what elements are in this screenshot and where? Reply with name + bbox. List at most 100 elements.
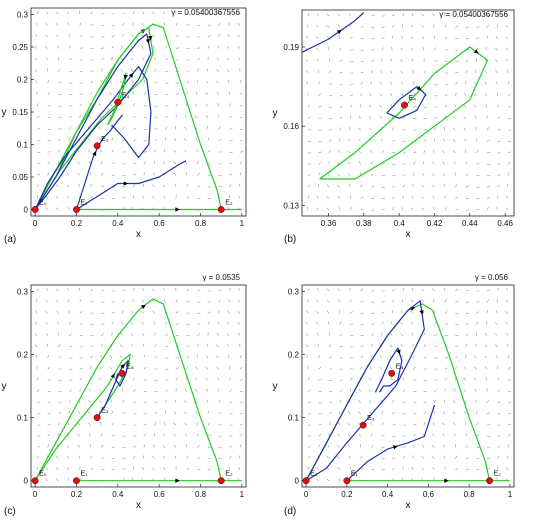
vector-arrow: [474, 355, 477, 359]
vector-arrow: [350, 323, 354, 325]
vector-arrow: [360, 184, 363, 188]
vector-arrow: [197, 323, 201, 325]
vector-arrow: [432, 466, 435, 470]
vector-arrow: [369, 366, 372, 370]
vector-arrow: [506, 12, 509, 17]
vector-arrow: [58, 81, 62, 84]
vector-arrow: [465, 323, 470, 325]
vector-arrow: [98, 400, 102, 403]
vector-arrow: [389, 70, 393, 74]
y-tick-label: 0.19: [283, 43, 299, 52]
vector-arrow: [88, 149, 91, 153]
vector-arrow: [392, 139, 396, 142]
vector-arrow: [68, 115, 72, 119]
equilibrium-label: E₀: [39, 471, 47, 478]
vector-arrow: [338, 299, 340, 303]
vector-arrow: [207, 45, 210, 49]
vector-arrow: [196, 433, 199, 437]
gamma-label: γ = 0.05400367556: [171, 8, 240, 17]
vector-arrow: [90, 467, 94, 471]
vector-arrow: [227, 355, 230, 359]
vector-arrow: [410, 299, 414, 303]
vector-arrow: [173, 433, 177, 437]
vector-arrow: [121, 45, 123, 49]
vector-arrow: [339, 333, 343, 336]
trajectory-3: [346, 404, 436, 482]
vector-arrow: [495, 322, 498, 325]
vector-arrow: [349, 94, 354, 97]
y-tick-label: 0.3: [17, 11, 29, 20]
vector-arrow: [360, 467, 364, 471]
vector-arrow: [318, 161, 322, 165]
vector-arrow: [184, 138, 187, 142]
vector-arrow: [327, 321, 330, 325]
vector-arrow: [465, 343, 468, 348]
vector-arrow: [307, 128, 312, 131]
vector-arrow: [360, 300, 364, 303]
vector-arrow: [507, 93, 511, 97]
vector-arrow: [442, 444, 446, 448]
vector-arrow: [111, 137, 113, 141]
gamma-label: γ = 0.056: [475, 273, 509, 282]
vector-arrow: [186, 11, 190, 15]
vector-arrow: [464, 138, 467, 142]
vector-arrow: [205, 114, 209, 118]
vector-arrow: [370, 333, 374, 336]
vector-arrow: [35, 34, 38, 38]
vector-arrow: [339, 116, 343, 119]
vector-arrow: [68, 70, 73, 72]
equilibrium-point: [217, 477, 225, 485]
vector-arrow: [413, 161, 416, 165]
vector-arrow: [229, 445, 233, 448]
vector-arrow: [153, 45, 155, 49]
vector-arrow: [401, 81, 404, 85]
vector-arrow: [88, 160, 91, 165]
x-axis-label: x: [136, 229, 141, 240]
vector-arrow: [497, 435, 501, 437]
vector-arrow: [410, 24, 414, 28]
vector-arrow: [434, 399, 437, 403]
vector-arrow: [370, 445, 374, 448]
vector-arrow: [98, 377, 102, 381]
vector-arrow: [173, 422, 177, 426]
vector-arrow: [163, 11, 166, 15]
vector-arrow: [154, 56, 156, 61]
vector-arrow: [444, 311, 448, 314]
vector-arrow: [391, 399, 395, 403]
vector-arrow: [465, 185, 470, 188]
equilibrium-point: [359, 421, 367, 429]
vector-arrow: [175, 34, 179, 38]
vector-arrow: [316, 322, 319, 325]
x-tick-label: 0.4: [112, 219, 124, 228]
vector-arrow: [207, 410, 210, 415]
vector-arrow: [165, 345, 169, 348]
vector-arrow: [152, 172, 155, 176]
vector-arrow: [218, 33, 220, 38]
vector-arrow: [207, 24, 212, 26]
vector-arrow: [175, 367, 179, 370]
vector-arrow: [175, 47, 180, 49]
vector-arrow: [318, 354, 320, 359]
vector-arrow: [110, 399, 113, 403]
vector-arrow: [371, 323, 375, 325]
vector-arrow: [162, 445, 166, 448]
vector-arrow: [349, 311, 353, 314]
vector-arrow: [238, 332, 241, 336]
vector-arrow: [77, 411, 80, 415]
vector-arrow: [431, 445, 435, 448]
y-tick-label: 0.3: [288, 287, 300, 296]
vector-arrow: [217, 321, 219, 325]
vector-arrow: [495, 70, 498, 74]
vector-arrow: [484, 344, 488, 348]
vector-arrow: [88, 388, 91, 392]
vector-arrow: [413, 379, 417, 381]
vector-arrow: [216, 332, 219, 336]
x-tick-label: 0.2: [71, 490, 83, 499]
vector-arrow: [486, 399, 490, 403]
vector-arrow: [391, 24, 395, 28]
vector-arrow: [402, 174, 406, 177]
vector-arrow: [141, 46, 145, 49]
vector-arrow: [422, 444, 425, 448]
x-tick-label: 0.46: [497, 219, 513, 228]
vector-arrow: [229, 10, 231, 15]
